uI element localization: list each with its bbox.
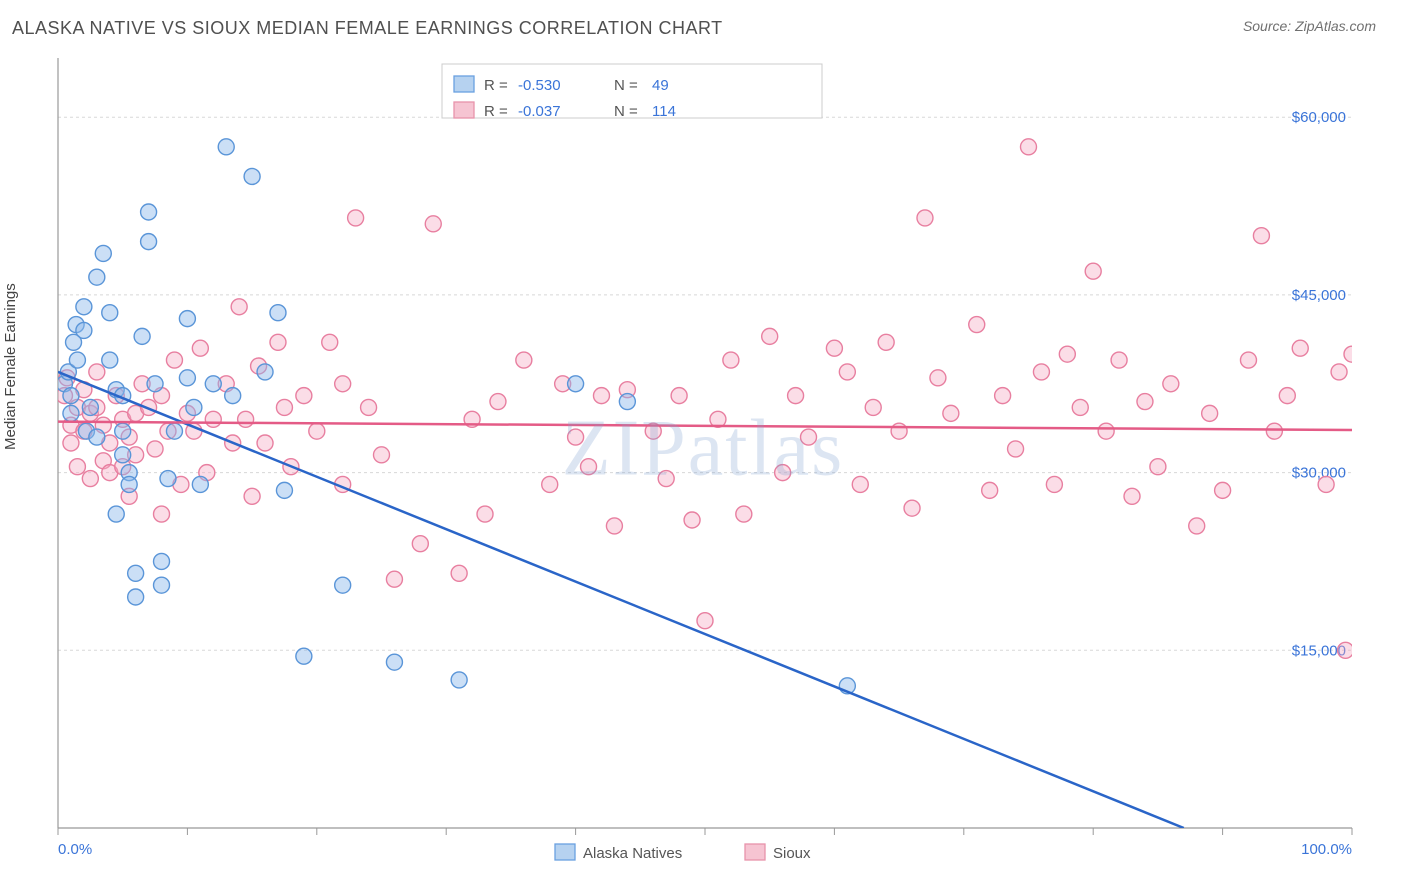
svg-text:-0.037: -0.037 xyxy=(518,103,561,120)
svg-text:N =: N = xyxy=(614,77,638,94)
svg-text:Alaska Natives: Alaska Natives xyxy=(583,845,682,862)
svg-text:114: 114 xyxy=(652,103,676,120)
svg-text:Sioux: Sioux xyxy=(773,845,811,862)
svg-text:0.0%: 0.0% xyxy=(58,841,92,858)
svg-text:R =: R = xyxy=(484,77,508,94)
chart-container: Median Female Earnings ZIPatlas $15,000$… xyxy=(12,50,1394,882)
y-axis-label: Median Female Earnings xyxy=(2,283,19,450)
svg-text:49: 49 xyxy=(652,77,669,94)
svg-text:$30,000: $30,000 xyxy=(1292,465,1346,482)
svg-text:100.0%: 100.0% xyxy=(1301,841,1352,858)
svg-text:$60,000: $60,000 xyxy=(1292,109,1346,126)
scatter-chart: $15,000$30,000$45,000$60,0000.0%100.0%R … xyxy=(12,50,1394,882)
chart-title: ALASKA NATIVE VS SIOUX MEDIAN FEMALE EAR… xyxy=(12,18,723,39)
svg-text:$45,000: $45,000 xyxy=(1292,287,1346,304)
svg-text:R =: R = xyxy=(484,103,508,120)
source-attribution: Source: ZipAtlas.com xyxy=(1243,18,1376,34)
svg-text:-0.530: -0.530 xyxy=(518,77,561,94)
svg-text:N =: N = xyxy=(614,103,638,120)
